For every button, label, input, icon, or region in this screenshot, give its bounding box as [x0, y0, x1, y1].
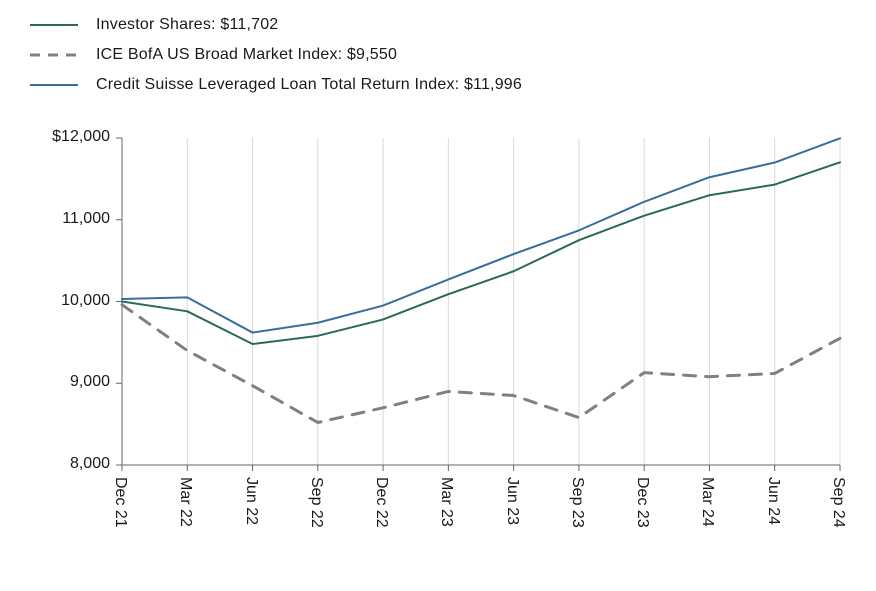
x-tick-label: Jun 22	[242, 477, 260, 525]
x-tick-label: Mar 23	[437, 477, 455, 527]
x-tick-label: Dec 22	[372, 477, 390, 528]
y-tick-label: $12,000	[0, 128, 110, 146]
x-tick-label: Dec 23	[633, 477, 651, 528]
x-tick-label: Mar 22	[176, 477, 194, 527]
y-tick-label: 10,000	[0, 292, 110, 310]
y-tick-label: 9,000	[0, 373, 110, 391]
x-tick-label: Mar 24	[698, 477, 716, 527]
x-tick-label: Jun 24	[764, 477, 782, 525]
x-tick-label: Sep 23	[568, 477, 586, 528]
y-tick-label: 11,000	[0, 210, 110, 228]
x-tick-label: Jun 23	[503, 477, 521, 525]
growth-chart: Investor Shares: $11,702 ICE BofA US Bro…	[0, 0, 876, 591]
y-tick-label: 8,000	[0, 455, 110, 473]
x-tick-label: Sep 24	[829, 477, 847, 528]
x-tick-label: Sep 22	[307, 477, 325, 528]
x-tick-label: Dec 21	[111, 477, 129, 528]
